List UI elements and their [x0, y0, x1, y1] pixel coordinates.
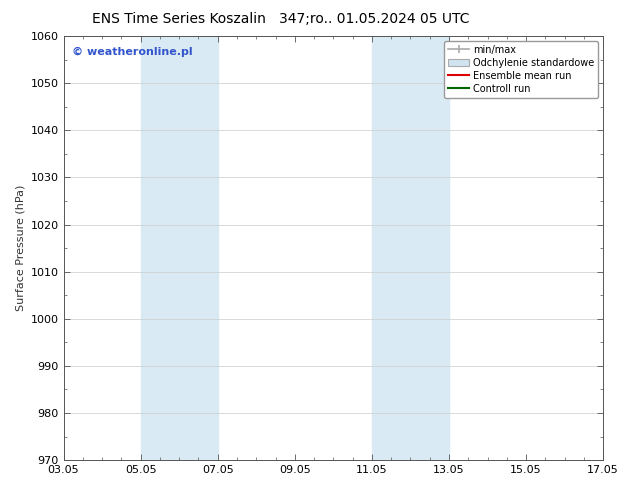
Legend: min/max, Odchylenie standardowe, Ensemble mean run, Controll run: min/max, Odchylenie standardowe, Ensembl… [444, 41, 598, 98]
Text: ENS Time Series Koszalin: ENS Time Series Koszalin [93, 12, 266, 26]
Bar [372, 36, 449, 460]
Y-axis label: Surface Pressure (hPa): Surface Pressure (hPa) [15, 185, 25, 311]
Text: 347;ro.. 01.05.2024 05 UTC: 347;ro.. 01.05.2024 05 UTC [279, 12, 469, 26]
Bar [141, 36, 217, 460]
Text: © weatheronline.pl: © weatheronline.pl [72, 47, 192, 57]
